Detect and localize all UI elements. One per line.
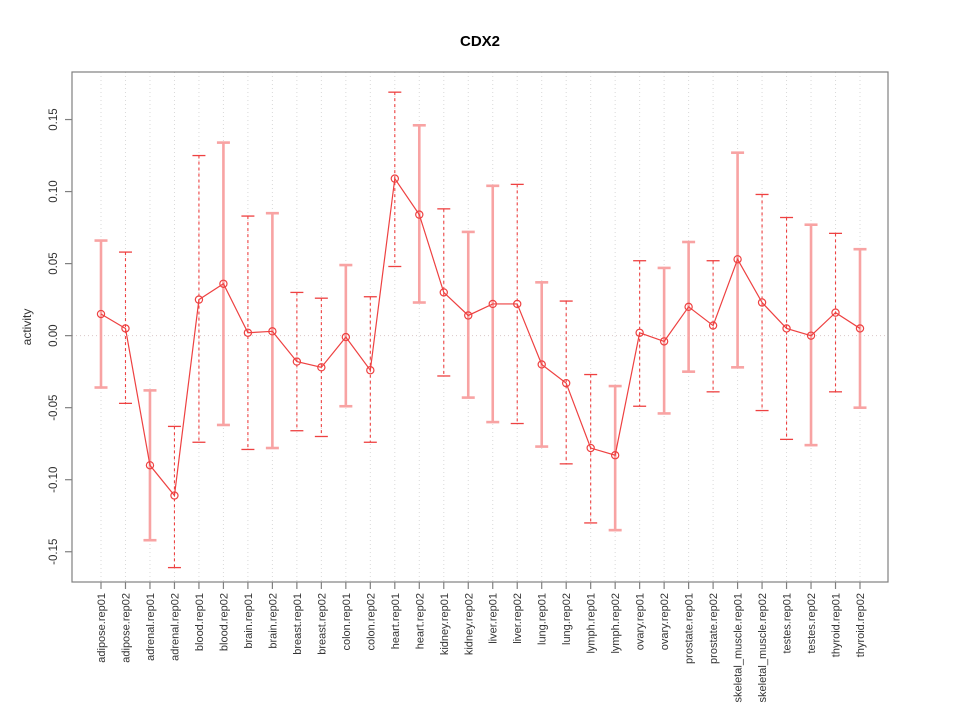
- x-tick-label: brain.rep01: [243, 593, 255, 649]
- x-tick-label: liver.rep01: [488, 593, 500, 644]
- data-point: [733, 255, 742, 264]
- y-tick-label: 0.15: [48, 108, 60, 130]
- x-tick-label: breast.rep02: [316, 593, 328, 655]
- x-tick-label: testes.rep01: [782, 593, 794, 654]
- x-tick-label: liver.rep02: [512, 593, 524, 644]
- data-point: [855, 324, 865, 333]
- data-point: [610, 451, 620, 460]
- y-axis-label: activity: [20, 308, 34, 346]
- data-point: [317, 363, 326, 372]
- x-tick-label: adrenal.rep01: [145, 593, 157, 661]
- data-point: [390, 174, 400, 183]
- x-tick-label: adipose.rep02: [120, 593, 132, 663]
- x-tick-label: blood.rep02: [218, 593, 230, 651]
- x-tick-label: adrenal.rep02: [169, 593, 181, 661]
- x-tick-label: kidney.rep02: [463, 593, 475, 655]
- series-line: [100, 176, 861, 498]
- x-tick-label: blood.rep01: [194, 593, 206, 651]
- data-point: [341, 332, 351, 342]
- y-tick-label: 0.05: [48, 252, 60, 274]
- x-tick-label: skeletal_muscle.rep01: [733, 593, 745, 702]
- x-tick-label: thyroid.rep01: [831, 593, 843, 657]
- data-point: [586, 443, 595, 453]
- x-tick-label: brain.rep02: [267, 593, 279, 649]
- data-point: [684, 302, 693, 312]
- data-point: [268, 327, 277, 336]
- data-point: [561, 378, 571, 388]
- data-point: [782, 324, 791, 333]
- data-point: [170, 491, 179, 500]
- x-tick-label: thyroid.rep02: [855, 593, 867, 657]
- data-point: [708, 321, 718, 330]
- y-tick-label: -0.05: [48, 395, 60, 421]
- data-point: [488, 299, 497, 309]
- x-tick-label: heart.rep01: [390, 593, 402, 649]
- x-tick-label: heart.rep02: [414, 593, 426, 649]
- x-tick-label: ovary.rep02: [659, 593, 671, 650]
- x-tick-label: lymph.rep01: [586, 593, 598, 654]
- data-point: [659, 337, 669, 346]
- data-point: [635, 328, 644, 337]
- data-point: [219, 279, 228, 288]
- x-tick-label: lung.rep01: [537, 593, 549, 645]
- data-point: [806, 331, 816, 340]
- y-tick-label: 0.00: [48, 324, 60, 346]
- x-tick-label: prostate.rep02: [708, 593, 720, 664]
- chart-title: CDX2: [459, 33, 500, 50]
- y-tick-label: -0.10: [48, 467, 60, 493]
- data-point: [96, 309, 106, 319]
- x-tick-label: lymph.rep02: [610, 593, 622, 654]
- x-tick-label: testes.rep02: [806, 593, 818, 654]
- data-point: [292, 357, 302, 366]
- x-tick-label: breast.rep01: [292, 593, 304, 655]
- x-tick-label: adipose.rep01: [96, 593, 108, 663]
- data-point: [537, 360, 546, 369]
- data-point: [757, 298, 767, 307]
- x-tick-label: kidney.rep01: [439, 593, 451, 655]
- data-point: [831, 308, 840, 317]
- data-point: [194, 295, 204, 304]
- plot-frame: [71, 71, 889, 583]
- data-point: [243, 328, 253, 337]
- y-tick-label: 0.10: [48, 180, 60, 202]
- x-tick-label: lung.rep02: [561, 593, 573, 645]
- data-point: [464, 311, 473, 320]
- data-point: [121, 324, 130, 333]
- x-tick-label: skeletal_muscle.rep02: [757, 593, 769, 702]
- data-point: [145, 461, 155, 470]
- x-tick-label: prostate.rep01: [684, 593, 696, 664]
- data-point: [439, 288, 448, 297]
- data-point: [366, 366, 375, 375]
- x-tick-label: ovary.rep01: [635, 593, 647, 650]
- x-tick-label: colon.rep01: [341, 593, 353, 651]
- data-point: [513, 299, 522, 309]
- y-tick-label: -0.15: [48, 539, 60, 565]
- data-point: [415, 210, 424, 219]
- x-tick-label: colon.rep02: [365, 593, 377, 651]
